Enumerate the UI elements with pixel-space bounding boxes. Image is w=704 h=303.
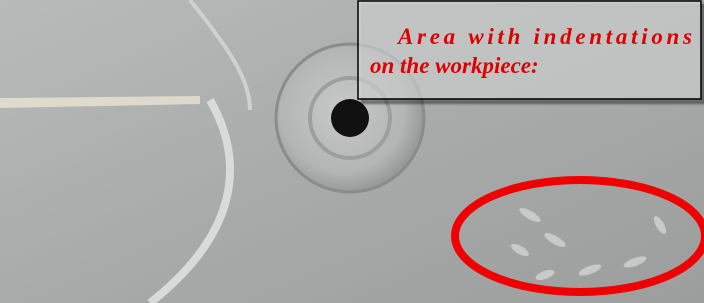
photo: Area with indentations on the workpiece:: [0, 0, 704, 303]
annotation-box: [358, 1, 701, 99]
annotation-text: on the workpiece:: [370, 53, 539, 78]
hole: [331, 99, 369, 137]
page: Area with indentations on the workpiece:…: [0, 0, 704, 303]
